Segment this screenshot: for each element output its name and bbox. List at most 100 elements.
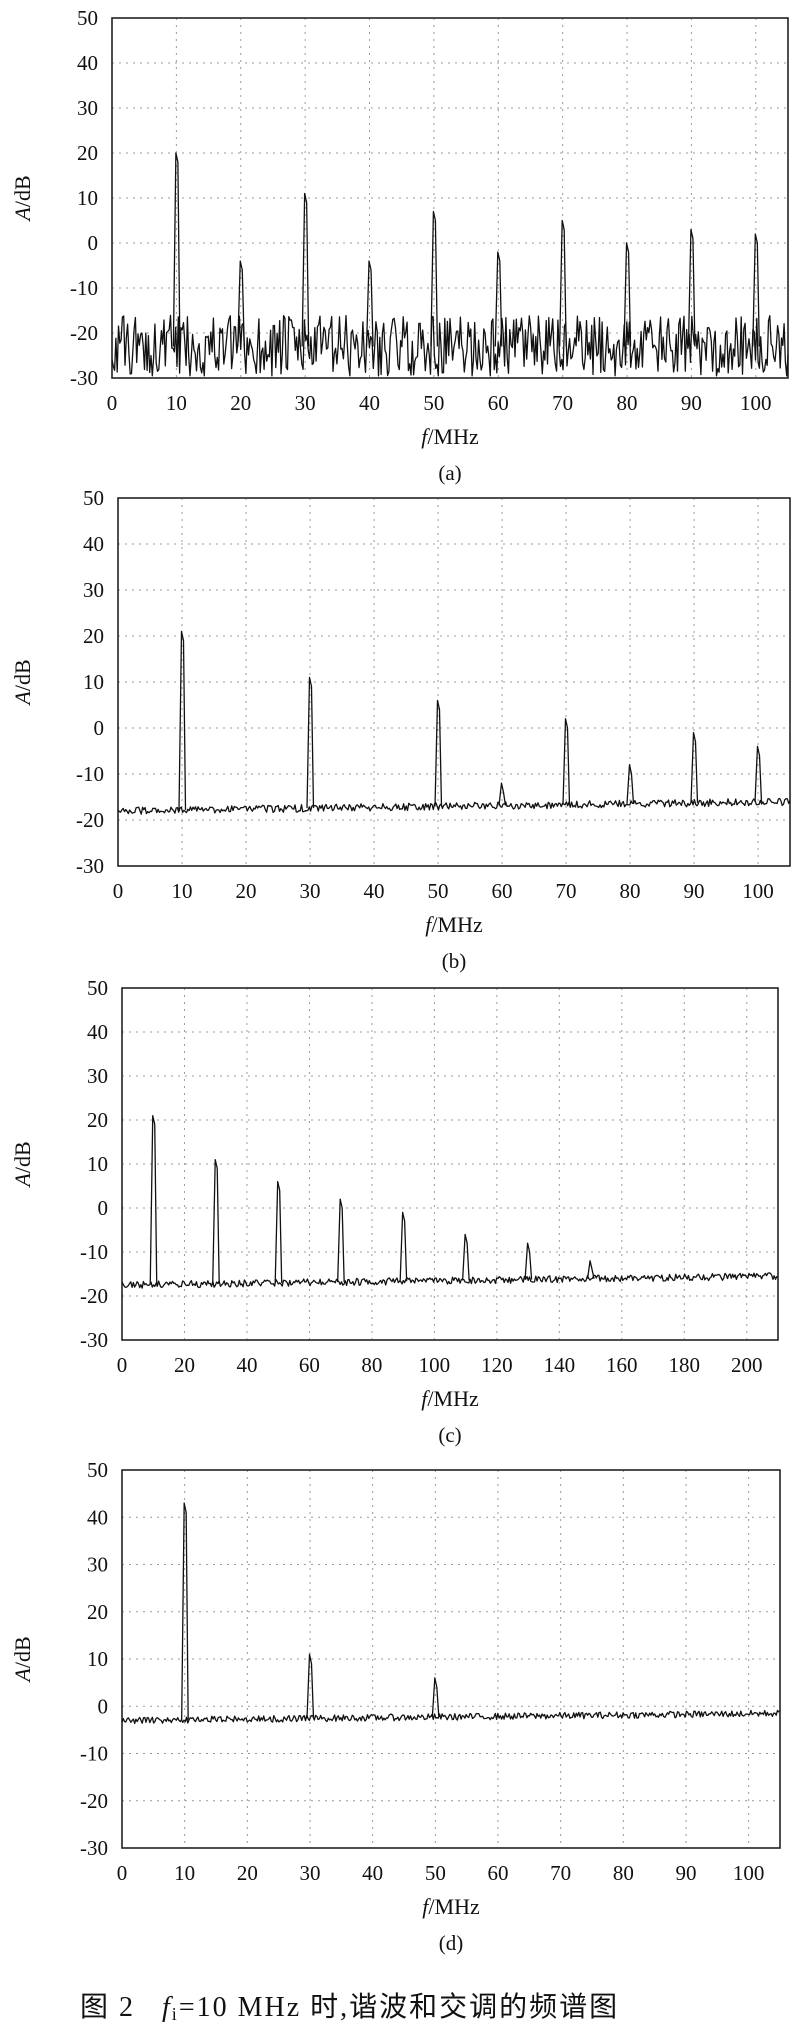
spectral-peak bbox=[494, 251, 503, 347]
spectral-peak bbox=[586, 1260, 595, 1279]
spectral-peak bbox=[306, 1653, 315, 1719]
x-tick-label: 50 bbox=[425, 1861, 446, 1885]
x-tick-label: 70 bbox=[550, 1861, 571, 1885]
y-tick-label: 0 bbox=[98, 1196, 109, 1220]
spectral-peak bbox=[623, 242, 632, 347]
x-tick-label: 90 bbox=[681, 391, 702, 415]
spectral-peak bbox=[562, 718, 571, 805]
x-tick-label: 10 bbox=[172, 879, 193, 903]
x-tick-label: 60 bbox=[299, 1353, 320, 1377]
y-tick-label: 20 bbox=[77, 141, 98, 165]
y-tick-label: 20 bbox=[87, 1108, 108, 1132]
x-tick-label: 70 bbox=[552, 391, 573, 415]
x-tick-label: 30 bbox=[300, 1861, 321, 1885]
panel-c: -30 -20 -10 0 10 20 30 40 50 0 20 40 60 80 100 120 140 16… bbox=[10, 976, 779, 1447]
x-axis-var: f bbox=[422, 1894, 431, 1919]
y-axis-unit: /dB bbox=[10, 1636, 35, 1668]
spectral-peak bbox=[274, 1180, 283, 1283]
y-tick-label: -10 bbox=[76, 762, 104, 786]
x-tick-label: 80 bbox=[361, 1353, 382, 1377]
caption-fi-sub: i bbox=[171, 2004, 179, 2024]
x-axis-label: f/MHz bbox=[425, 912, 483, 937]
y-tick-label: 50 bbox=[77, 6, 98, 30]
y-tick-label: 30 bbox=[87, 1064, 108, 1088]
x-axis-unit: /MHz bbox=[431, 912, 483, 937]
panel-label: (b) bbox=[442, 949, 467, 973]
panel-a: -30 -20 -10 0 10 20 30 40 50 0 10 20 30 40 50 60 70 80 90 1… bbox=[10, 6, 789, 485]
x-tick-label: 40 bbox=[364, 879, 385, 903]
y-tick-label: 50 bbox=[87, 976, 108, 1000]
x-tick-label: 200 bbox=[731, 1353, 763, 1377]
spectral-peak bbox=[626, 764, 635, 804]
caption-prefix: 图 2 bbox=[80, 1992, 136, 2023]
x-tick-label: 10 bbox=[166, 391, 187, 415]
panel-label: (c) bbox=[438, 1423, 461, 1447]
y-tick-label: 40 bbox=[87, 1505, 108, 1529]
x-tick-label: 20 bbox=[174, 1353, 195, 1377]
spectral-peak bbox=[337, 1198, 345, 1283]
y-axis-var: A bbox=[10, 207, 35, 223]
spectral-peak bbox=[687, 228, 696, 347]
y-axis-var: A bbox=[10, 1668, 35, 1684]
spectral-peak bbox=[149, 1114, 158, 1285]
y-tick-label: 50 bbox=[87, 1458, 108, 1482]
y-tick-label: 0 bbox=[94, 716, 105, 740]
spectral-peak bbox=[365, 260, 374, 347]
x-tick-label: 60 bbox=[488, 1861, 509, 1885]
spectral-peak bbox=[399, 1211, 408, 1282]
y-tick-label: 40 bbox=[77, 51, 98, 75]
spectral-peak bbox=[431, 1677, 440, 1718]
spectrum-trace bbox=[121, 1709, 781, 1725]
y-axis-label: A/dB bbox=[10, 1636, 35, 1683]
panel-b: -30 -20 -10 0 10 20 30 40 50 0 10 20 30 40 50 60 70 80 90 1… bbox=[10, 486, 791, 973]
y-tick-label: -20 bbox=[76, 808, 104, 832]
x-axis-unit: /MHz bbox=[427, 1386, 479, 1411]
y-tick-label: 20 bbox=[83, 624, 104, 648]
spectral-peak bbox=[178, 630, 187, 810]
y-tick-label: 30 bbox=[77, 96, 98, 120]
y-tick-label: -10 bbox=[70, 276, 98, 300]
y-tick-label: 0 bbox=[98, 1694, 109, 1718]
y-tick-label: 10 bbox=[87, 1152, 108, 1176]
y-axis-unit: /dB bbox=[10, 659, 35, 691]
x-tick-label: 60 bbox=[488, 391, 509, 415]
x-axis-unit: /MHz bbox=[427, 424, 479, 449]
x-tick-label: 100 bbox=[742, 879, 774, 903]
x-tick-label: 20 bbox=[230, 391, 251, 415]
y-axis-label: A/dB bbox=[10, 659, 35, 706]
plot-frame bbox=[121, 987, 779, 1341]
y-tick-label: -20 bbox=[80, 1284, 108, 1308]
y-axis-label: A/dB bbox=[10, 175, 35, 222]
x-tick-label: 140 bbox=[544, 1353, 576, 1377]
spectrum-trace bbox=[117, 797, 791, 815]
x-axis-var: f bbox=[425, 912, 434, 937]
x-tick-label: 10 bbox=[174, 1861, 195, 1885]
x-tick-label: 0 bbox=[117, 1861, 128, 1885]
caption-text: =10 MHz 时,谐波和交调的频谱图 bbox=[178, 1992, 620, 2023]
y-tick-label: 10 bbox=[87, 1647, 108, 1671]
caption-fi-symbol: f bbox=[162, 1992, 172, 2023]
y-tick-label: 30 bbox=[87, 1553, 108, 1577]
spectral-peak bbox=[172, 152, 181, 347]
x-tick-label: 40 bbox=[359, 391, 380, 415]
x-tick-label: 0 bbox=[113, 879, 124, 903]
spectral-peak bbox=[524, 1242, 533, 1280]
y-tick-label: -30 bbox=[80, 1328, 108, 1352]
spectrum-trace bbox=[111, 314, 789, 377]
y-tick-label: -10 bbox=[80, 1240, 108, 1264]
x-axis-label: f/MHz bbox=[421, 1386, 479, 1411]
y-axis-unit: /dB bbox=[10, 1141, 35, 1173]
x-tick-label: 100 bbox=[740, 391, 772, 415]
spectral-peak bbox=[237, 260, 245, 347]
x-axis-label: f/MHz bbox=[422, 1894, 480, 1919]
x-tick-label: 0 bbox=[117, 1353, 128, 1377]
plot-frame bbox=[117, 497, 791, 867]
y-tick-label: 20 bbox=[87, 1600, 108, 1624]
x-tick-label: 80 bbox=[620, 879, 641, 903]
x-tick-label: 40 bbox=[362, 1861, 383, 1885]
y-tick-label: -30 bbox=[80, 1836, 108, 1860]
y-tick-label: 50 bbox=[83, 486, 104, 510]
x-tick-label: 50 bbox=[428, 879, 449, 903]
spectral-peak bbox=[690, 731, 699, 803]
y-tick-label: 10 bbox=[77, 186, 98, 210]
